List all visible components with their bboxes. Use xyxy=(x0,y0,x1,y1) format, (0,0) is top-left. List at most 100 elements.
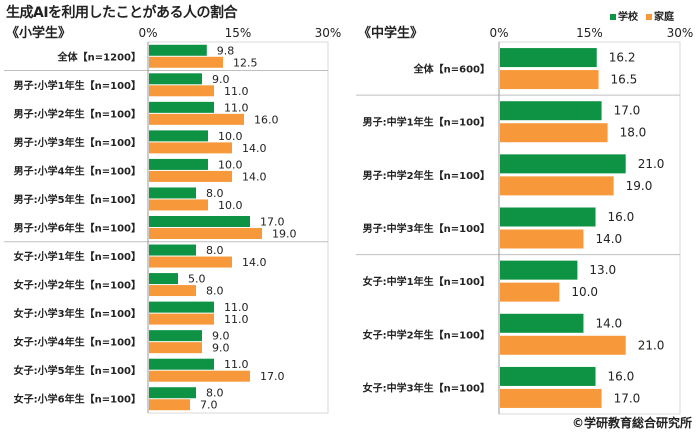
category-label: 女子:小学3年生【n=100】 xyxy=(14,307,141,320)
category-label: 女子:中学3年生【n=100】 xyxy=(363,381,490,394)
chart-title: 生成AIを利用したことがある人の割合 xyxy=(6,5,238,21)
data-label: 7.0 xyxy=(200,399,218,412)
bar-school xyxy=(149,387,196,399)
data-label: 11.0 xyxy=(224,301,249,314)
bar-home xyxy=(149,285,196,297)
data-label: 8.0 xyxy=(206,285,224,298)
category-label: 男子:中学1年生【n=100】 xyxy=(363,116,490,129)
data-label: 21.0 xyxy=(638,157,665,171)
data-label: 18.0 xyxy=(620,126,647,140)
bar-home xyxy=(149,256,232,268)
category-label: 男子:中学3年生【n=100】 xyxy=(363,222,490,235)
data-label: 17.0 xyxy=(260,370,285,383)
data-label: 19.0 xyxy=(272,228,297,241)
bar-school xyxy=(149,216,250,227)
legend-item-school: 学校 xyxy=(610,8,638,23)
category-label: 女子:中学1年生【n=100】 xyxy=(363,275,490,288)
bar-school xyxy=(500,207,596,227)
bar-school xyxy=(149,187,196,199)
data-label: 19.0 xyxy=(626,179,653,193)
bar-home xyxy=(500,335,626,355)
category-label: 女子:小学1年生【n=100】 xyxy=(14,250,141,263)
data-label: 11.0 xyxy=(224,101,249,114)
data-label: 13.0 xyxy=(589,263,616,277)
data-label: 14.0 xyxy=(242,256,267,269)
bar-school xyxy=(500,48,597,68)
bar-home xyxy=(149,228,262,239)
bar-home xyxy=(500,176,614,196)
category-label: 男子:小学5年生【n=100】 xyxy=(14,193,141,206)
data-label: 10.0 xyxy=(218,130,243,143)
bar-school xyxy=(149,44,207,56)
bar-school xyxy=(149,244,196,256)
data-label: 17.0 xyxy=(260,216,285,229)
bar-school xyxy=(149,130,208,142)
bar-home xyxy=(149,170,232,182)
data-label: 17.0 xyxy=(614,391,641,405)
bar-school xyxy=(149,330,202,342)
data-label: 11.0 xyxy=(224,313,249,326)
x-tick-label: 15% xyxy=(576,26,603,40)
legend-item-home: 家庭 xyxy=(646,8,674,23)
data-label: 16.2 xyxy=(609,51,636,65)
data-label: 16.0 xyxy=(608,369,635,383)
data-label: 14.0 xyxy=(595,232,622,246)
x-tick-label: 0% xyxy=(489,26,508,40)
data-label: 10.0 xyxy=(218,158,243,171)
bar-home xyxy=(500,282,560,302)
bar-home xyxy=(149,142,232,154)
data-label: 10.0 xyxy=(218,199,243,212)
bar-school xyxy=(500,101,602,121)
data-label: 16.0 xyxy=(608,210,635,224)
bar-school xyxy=(500,260,578,280)
bar-home xyxy=(500,388,602,408)
data-label: 8.0 xyxy=(206,244,224,257)
bar-school xyxy=(149,301,214,313)
data-label: 10.0 xyxy=(571,285,598,299)
bar-home xyxy=(149,399,190,411)
bar-home xyxy=(149,56,223,68)
bar-school xyxy=(149,158,208,170)
plot-area xyxy=(498,41,681,415)
bar-home xyxy=(149,199,208,211)
credit: ©学研教育総合研究所 xyxy=(571,416,692,430)
data-label: 17.0 xyxy=(614,104,641,118)
legend-swatch xyxy=(610,14,616,20)
category-label: 全体【n=600】 xyxy=(413,63,490,76)
legend: 学校 家庭 xyxy=(610,8,674,23)
data-label: 16.5 xyxy=(611,73,638,87)
junior-high-title: 《中学生》 xyxy=(358,26,424,41)
x-tick-label: 0% xyxy=(138,26,157,40)
bar-school xyxy=(149,273,178,285)
bar-home xyxy=(500,229,584,249)
category-label: 男子:小学1年生【n=100】 xyxy=(14,79,141,92)
data-label: 8.0 xyxy=(206,387,224,400)
data-label: 9.8 xyxy=(217,44,235,57)
data-label: 14.0 xyxy=(595,316,622,330)
bar-home xyxy=(500,70,599,90)
x-tick-label: 30% xyxy=(315,26,342,40)
data-label: 14.0 xyxy=(242,170,267,183)
category-label: 男子:中学2年生【n=100】 xyxy=(363,169,490,182)
data-label: 5.0 xyxy=(188,273,206,286)
category-label: 女子:中学2年生【n=100】 xyxy=(363,328,490,341)
category-label: 男子:小学2年生【n=100】 xyxy=(14,107,141,120)
data-label: 9.0 xyxy=(212,73,230,86)
data-label: 11.0 xyxy=(224,85,249,98)
bar-school xyxy=(500,154,626,174)
bar-school xyxy=(149,358,214,370)
category-label: 女子:小学5年生【n=100】 xyxy=(14,364,141,377)
bar-school xyxy=(149,73,202,85)
bar-home xyxy=(149,113,244,125)
category-label: 全体【n=1200】 xyxy=(57,50,141,63)
data-label: 8.0 xyxy=(206,187,224,200)
data-label: 9.0 xyxy=(212,342,230,355)
elementary-title: 《小学生》 xyxy=(6,26,72,41)
bar-home xyxy=(149,313,214,325)
data-label: 12.5 xyxy=(233,56,258,69)
legend-swatch xyxy=(646,14,652,20)
category-label: 男子:小学3年生【n=100】 xyxy=(14,136,141,149)
data-label: 11.0 xyxy=(224,358,249,371)
